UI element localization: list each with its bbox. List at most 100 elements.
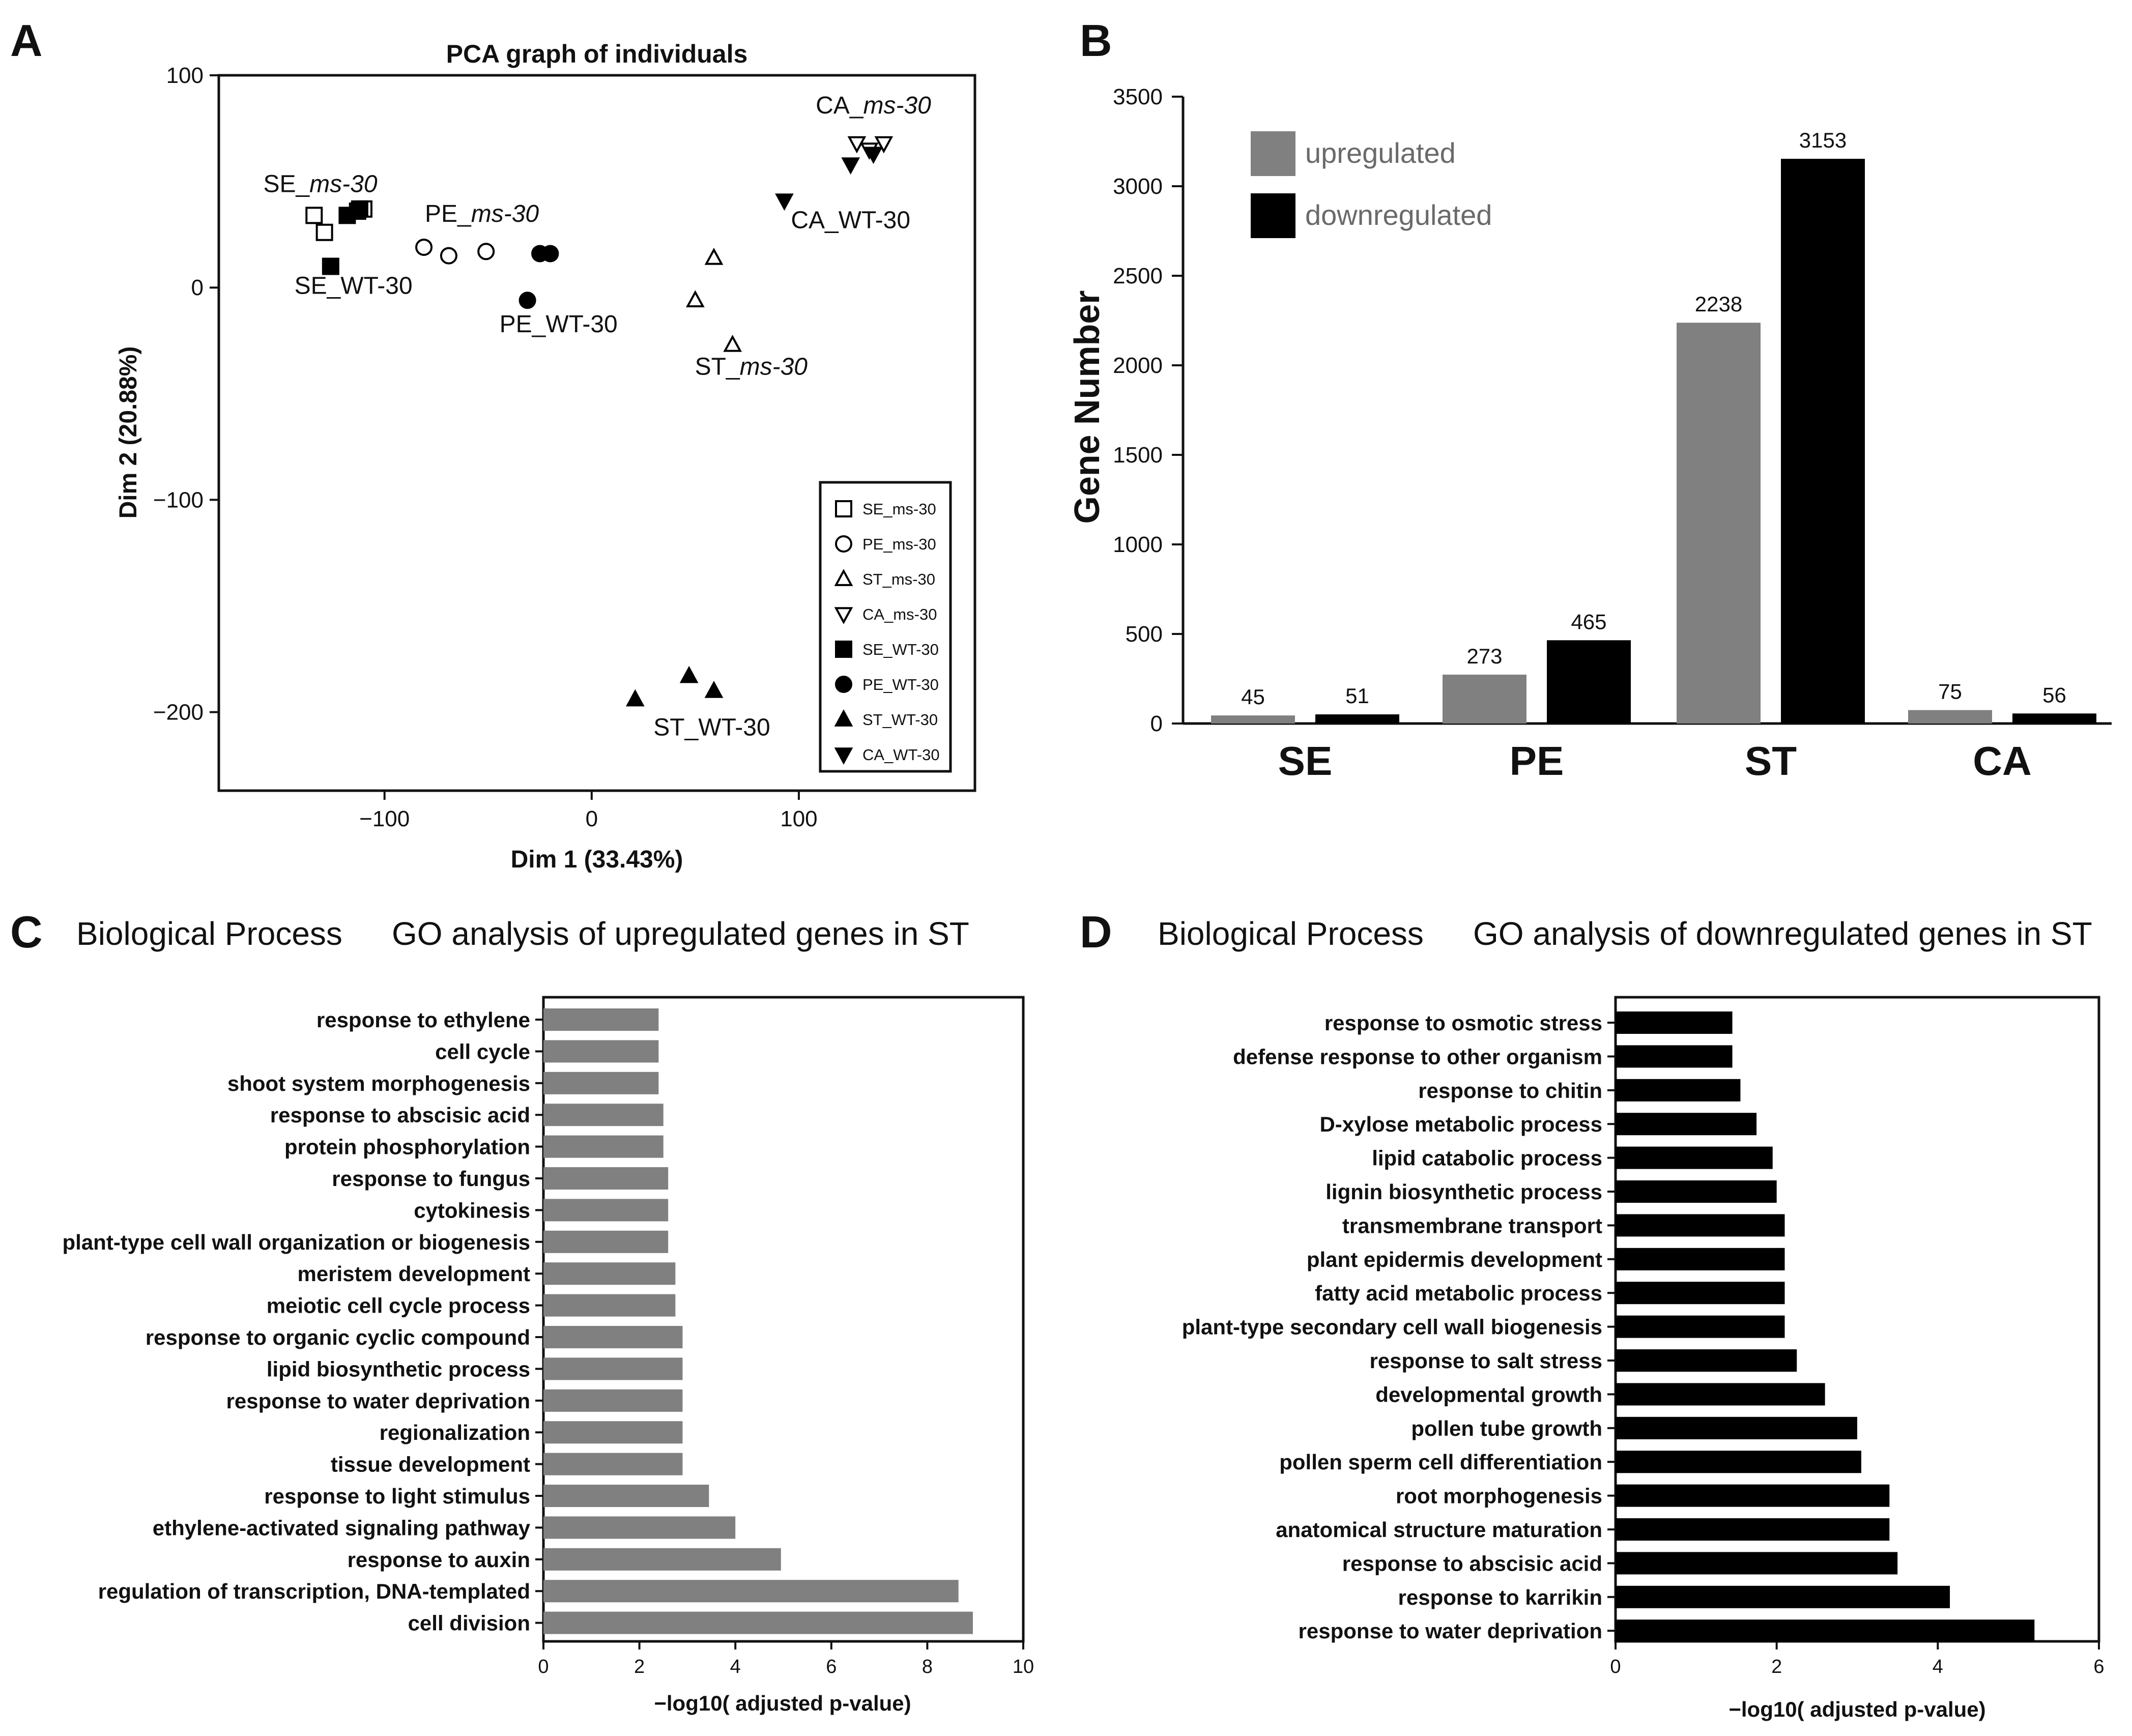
bar-y-tick-label: 0: [1150, 711, 1163, 736]
go-up-bar-meiotic-cell-cycle-process: [543, 1294, 676, 1317]
go-up-category-label: response to light stimulus: [264, 1484, 530, 1508]
pca-point-label: PE_WT-30: [500, 311, 618, 338]
pca-legend-label: ST_WT-30: [862, 711, 938, 729]
bar-st-downregulated: [1781, 159, 1865, 724]
go-up-bar-ethylene-activated-signaling-pathway: [543, 1516, 736, 1539]
bar-category-label: CA: [1973, 738, 2032, 784]
pca-point-pe-wt-30: [541, 245, 559, 263]
pca-point-label: CA_ms-30: [816, 92, 931, 119]
go-down-category-label: fatty acid metabolic process: [1315, 1281, 1602, 1305]
go-down-bar-lignin-biosynthetic-process: [1616, 1180, 1777, 1203]
go-down-x-tick-label: 6: [2093, 1656, 2104, 1677]
go-down-header-right: GO analysis of downregulated genes in ST: [1473, 915, 2092, 952]
go-up-category-label: ethylene-activated signaling pathway: [153, 1516, 531, 1540]
pca-legend-label: SE_WT-30: [862, 641, 939, 658]
go-up-category-label: plant-type cell wall organization or bio…: [63, 1230, 531, 1254]
go-down-category-label: response to water deprivation: [1299, 1619, 1602, 1643]
pca-title: PCA graph of individuals: [446, 40, 748, 68]
pca-legend-marker-ca-wt-30: [834, 747, 853, 765]
pca-x-tick-label: 100: [780, 806, 817, 831]
bar-category-label: SE: [1278, 738, 1333, 784]
go-up-xlabel: −log10( adjusted p-value): [654, 1691, 911, 1715]
go-down-category-label: pollen tube growth: [1411, 1416, 1602, 1440]
bar-legend-label: upregulated: [1305, 137, 1456, 169]
go-up-category-label: lipid biosynthetic process: [267, 1357, 530, 1381]
bar-value-label: 51: [1345, 684, 1369, 708]
bar-y-tick-label: 3500: [1113, 84, 1163, 109]
pca-point-ca-ms-30: [847, 136, 867, 154]
bar-axes: 0 500 1000 1500 2000 2500 3000 3500: [1113, 84, 1183, 736]
pca-point-label: CA_WT-30: [791, 207, 910, 234]
go-down-category-label: anatomical structure maturation: [1276, 1518, 1602, 1542]
pca-legend-marker-pe-wt-30: [835, 676, 852, 693]
pca-point-st-wt-30: [679, 666, 699, 683]
go-up-bar-shoot-system-morphogenesis: [543, 1072, 659, 1094]
bar-value-label: 56: [2042, 683, 2066, 707]
go-down-bar-developmental-growth: [1616, 1383, 1825, 1406]
go-down-category-label: response to karrikin: [1398, 1585, 1602, 1609]
go-up-category-label: response to fungus: [332, 1167, 530, 1191]
bar-value-label: 45: [1241, 685, 1265, 709]
bar-legend: upregulated downregulated: [1251, 131, 1492, 238]
go-up-bar-cell-cycle: [543, 1040, 659, 1063]
go-down-bar-pollen-tube-growth: [1616, 1416, 1857, 1439]
pca-point-se-ms-30: [315, 223, 333, 241]
pca-point-st-ms-30: [686, 290, 705, 308]
go-up-category-label: protein phosphorylation: [284, 1135, 530, 1159]
go-up-bar-tissue-development: [543, 1453, 683, 1475]
go-up-category-label: cytokinesis: [414, 1198, 530, 1222]
go-down-bar-response-to-osmotic-stress: [1616, 1011, 1733, 1034]
bar-value-label: 2238: [1695, 292, 1742, 316]
bar-st-upregulated: [1677, 323, 1761, 724]
bar-pe-upregulated: [1443, 674, 1526, 724]
go-down-bar-lipid-catabolic-process: [1616, 1146, 1773, 1169]
panel-letter-d: D: [1080, 907, 1112, 957]
bar-category-label: ST: [1745, 738, 1797, 784]
go-up-bar-response-to-fungus: [543, 1167, 669, 1190]
go-up-bar-response-to-light-stimulus: [543, 1485, 709, 1507]
pca-legend-label: PE_WT-30: [862, 676, 939, 693]
pca-legend-label: ST_ms-30: [862, 570, 935, 588]
go-up-header-left: Biological Process: [76, 915, 342, 952]
go-down-bar-defense-response-to-other-organism: [1616, 1045, 1733, 1068]
pca-annotations: SE_ms-30 SE_WT-30 PE_ms-30 PE_WT-30 ST_ms-30…: [263, 92, 931, 741]
bar-value-label: 3153: [1799, 128, 1847, 152]
go-up-x-tick-label: 6: [826, 1656, 837, 1677]
bar-ylabel: Gene Number: [1067, 291, 1107, 524]
go-down-bar-pollen-sperm-cell-differentiation: [1616, 1451, 1861, 1473]
go-down-bar-plant-type-secondary-cell-wall-biogenesis: [1616, 1315, 1785, 1338]
go-down-xlabel: −log10( adjusted p-value): [1728, 1697, 1985, 1721]
go-up-category-label: response to auxin: [348, 1548, 530, 1572]
pca-legend-marker-se-wt-30: [835, 641, 852, 658]
bar-y-tick-label: 2500: [1113, 264, 1163, 288]
go-down-bar-transmembrane-transport: [1616, 1214, 1785, 1237]
pca-point-label: ST_ms-30: [695, 353, 808, 380]
bar-ca-downregulated: [2012, 713, 2096, 724]
pca-ylabel: Dim 2 (20.88%): [115, 346, 142, 519]
go-up-x-tick-label: 8: [922, 1656, 933, 1677]
go-up-bar-response-to-water-deprivation: [543, 1389, 683, 1412]
go-up-category-label: meristem development: [298, 1262, 531, 1286]
go-down-category-label: pollen sperm cell differentiation: [1279, 1450, 1602, 1474]
panel-letter-c: C: [10, 907, 43, 957]
go-down-category-label: response to chitin: [1418, 1079, 1602, 1103]
go-down-bar-response-to-karrikin: [1616, 1585, 1950, 1608]
go-up-category-label: response to abscisic acid: [270, 1103, 530, 1127]
bar-se-downregulated: [1315, 714, 1399, 724]
pca-x-tick-label: −100: [359, 806, 410, 831]
pca-axes: −100 0 100 100 0 −100 −200: [153, 63, 818, 831]
go-down-category-label: transmembrane transport: [1342, 1213, 1602, 1237]
go-up-bar-response-to-abscisic-acid: [543, 1104, 664, 1126]
pca-point-st-ms-30: [704, 247, 724, 265]
pca-legend-label: CA_ms-30: [862, 605, 937, 623]
pca-point-se-wt-30: [351, 200, 368, 218]
pca-legend-label: SE_ms-30: [862, 500, 936, 518]
go-down-bar-root-morphogenesis: [1616, 1484, 1890, 1507]
go-up-chart: 0 2 4 6 8 10 response to ethylene cell cycle sho…: [63, 1008, 1034, 1677]
go-down-x-tick-label: 0: [1610, 1656, 1621, 1677]
pca-xlabel: Dim 1 (33.43%): [511, 846, 683, 873]
pca-point-ca-wt-30: [775, 193, 794, 211]
go-up-x-tick-label: 4: [730, 1656, 741, 1677]
go-up-x-tick-label: 2: [634, 1656, 645, 1677]
panel-d: D Biological Process GO analysis of down…: [1080, 907, 2105, 1721]
